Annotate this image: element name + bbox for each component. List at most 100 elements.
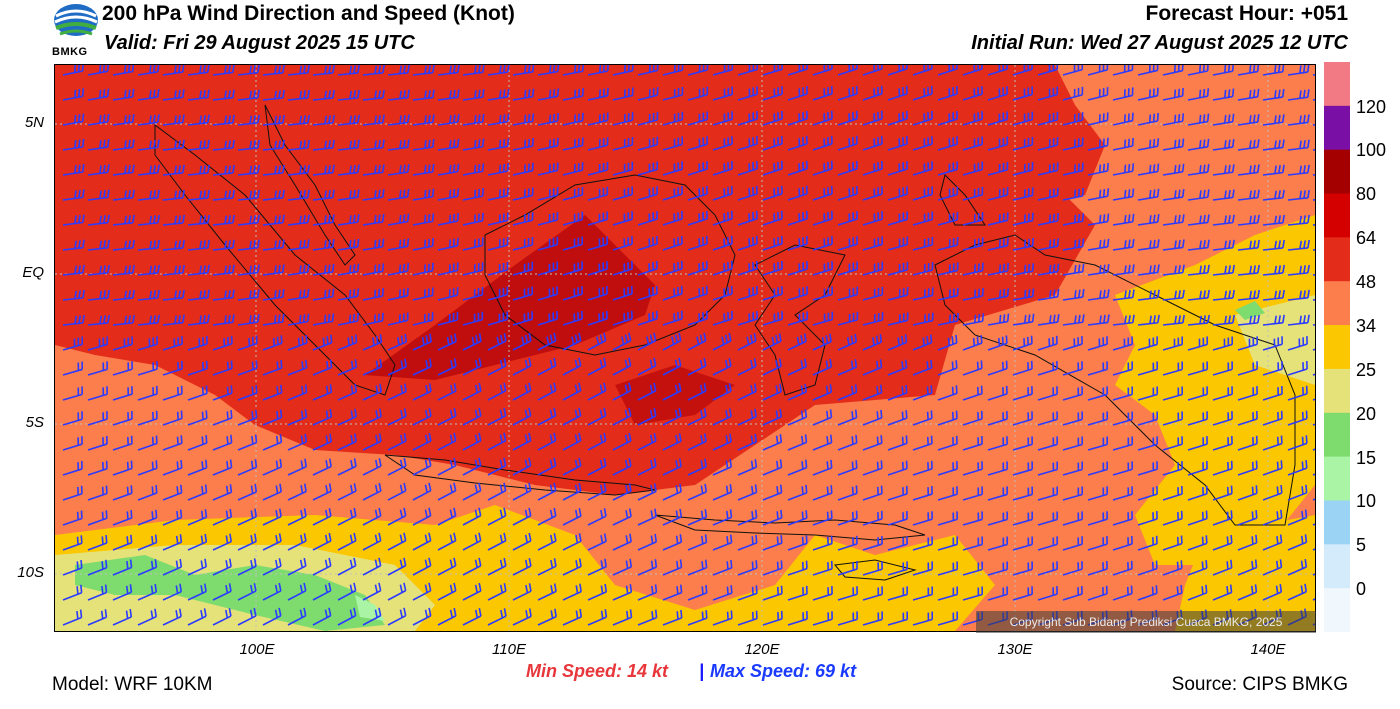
wind-barb bbox=[187, 558, 207, 576]
wind-barb bbox=[187, 214, 211, 226]
wind-barb bbox=[687, 559, 708, 576]
wind-barb bbox=[1062, 361, 1083, 376]
wind-barb bbox=[487, 113, 510, 126]
wind-barb bbox=[387, 358, 407, 376]
wind-barb bbox=[762, 333, 782, 351]
wind-barb bbox=[587, 508, 607, 526]
wind-barb bbox=[162, 336, 183, 351]
wind-barb bbox=[212, 434, 233, 451]
wind-barb bbox=[437, 287, 459, 301]
wind-barb bbox=[512, 212, 534, 226]
wind-barb bbox=[1087, 162, 1109, 176]
wind-barb bbox=[1137, 188, 1160, 201]
wind-barb bbox=[887, 186, 908, 201]
wind-barb bbox=[587, 137, 609, 151]
wind-barb bbox=[587, 211, 609, 226]
wind-barb bbox=[87, 139, 110, 151]
wind-barb bbox=[112, 189, 135, 201]
wind-barb bbox=[562, 211, 584, 226]
wind-barb bbox=[162, 139, 185, 151]
wind-barb bbox=[87, 559, 108, 576]
wind-barb bbox=[1237, 584, 1258, 601]
wind-barb bbox=[587, 457, 607, 476]
wind-barb bbox=[1212, 559, 1233, 576]
wind-barb bbox=[262, 264, 285, 276]
wind-barb bbox=[1287, 139, 1310, 151]
wind-barb bbox=[1037, 461, 1059, 476]
wind-barb bbox=[162, 484, 183, 501]
wind-barb bbox=[862, 286, 884, 301]
wind-barb bbox=[1137, 486, 1158, 501]
wind-barb bbox=[262, 239, 285, 251]
wind-barb bbox=[1237, 189, 1260, 201]
wind-barb bbox=[662, 408, 682, 426]
wind-barb bbox=[1037, 212, 1059, 226]
wind-barb bbox=[1112, 239, 1135, 251]
speed-field-15-20 bbox=[1235, 301, 1265, 320]
wind-barb bbox=[512, 187, 534, 201]
wind-barb bbox=[687, 610, 708, 626]
wind-barb bbox=[462, 532, 482, 551]
wind-barb bbox=[887, 611, 909, 626]
wind-barb bbox=[337, 263, 360, 276]
wind-barb bbox=[737, 383, 757, 401]
wind-barb bbox=[837, 286, 859, 301]
wind-barb bbox=[912, 287, 934, 301]
wind-barb bbox=[437, 333, 457, 351]
wind-barb bbox=[1062, 162, 1084, 176]
lat-label-5s: 5S bbox=[25, 414, 44, 431]
wind-barb bbox=[162, 289, 185, 301]
wind-barb bbox=[687, 161, 708, 176]
wind-barb bbox=[137, 361, 158, 376]
wind-barb bbox=[887, 359, 908, 376]
wind-barb bbox=[887, 410, 908, 426]
wind-barb bbox=[912, 236, 934, 251]
wind-barb bbox=[187, 239, 210, 251]
wind-barb bbox=[1012, 586, 1033, 601]
wind-barb bbox=[462, 582, 482, 601]
wind-barb bbox=[312, 164, 335, 176]
wind-barb bbox=[937, 334, 958, 351]
wind-barb bbox=[212, 264, 235, 276]
wind-barb bbox=[637, 310, 658, 326]
wind-barb bbox=[212, 608, 232, 626]
wind-barb bbox=[762, 509, 783, 526]
wind-barb bbox=[762, 185, 783, 201]
wind-barb bbox=[712, 260, 733, 276]
wind-barb bbox=[1287, 264, 1310, 276]
speed-field-64-80 bbox=[365, 215, 655, 380]
wind-barb bbox=[212, 239, 235, 251]
wind-barb bbox=[637, 136, 659, 151]
wind-barb bbox=[137, 608, 157, 626]
wind-barb bbox=[812, 611, 833, 626]
wind-barb bbox=[1137, 112, 1159, 126]
wind-barb bbox=[1112, 361, 1134, 376]
wind-barb bbox=[137, 189, 160, 201]
wind-barb bbox=[262, 139, 286, 151]
wind-barb bbox=[437, 457, 457, 476]
wind-barb bbox=[1287, 114, 1310, 126]
wind-barb bbox=[1137, 163, 1160, 176]
wind-barb bbox=[587, 382, 607, 401]
wind-barb bbox=[387, 482, 407, 501]
wind-barb bbox=[762, 408, 783, 426]
wind-barb bbox=[137, 314, 160, 326]
wind-barb bbox=[837, 561, 858, 576]
wind-barb bbox=[637, 87, 659, 101]
wind-barb bbox=[262, 64, 285, 76]
wind-barb bbox=[512, 558, 532, 576]
colorbar-segment bbox=[1324, 456, 1350, 501]
wind-barb bbox=[87, 264, 110, 276]
wind-barb bbox=[1062, 137, 1084, 151]
wind-barb bbox=[812, 210, 833, 226]
wind-barb bbox=[737, 560, 758, 576]
wind-barb bbox=[662, 508, 683, 526]
wind-barb bbox=[537, 88, 560, 101]
wind-barb bbox=[262, 289, 285, 301]
wind-barb bbox=[512, 162, 534, 176]
wind-barb bbox=[562, 382, 582, 401]
wind-barb bbox=[1112, 511, 1133, 526]
wind-barb bbox=[962, 161, 984, 176]
wind-barb bbox=[887, 60, 908, 76]
wind-barb bbox=[1212, 164, 1235, 176]
